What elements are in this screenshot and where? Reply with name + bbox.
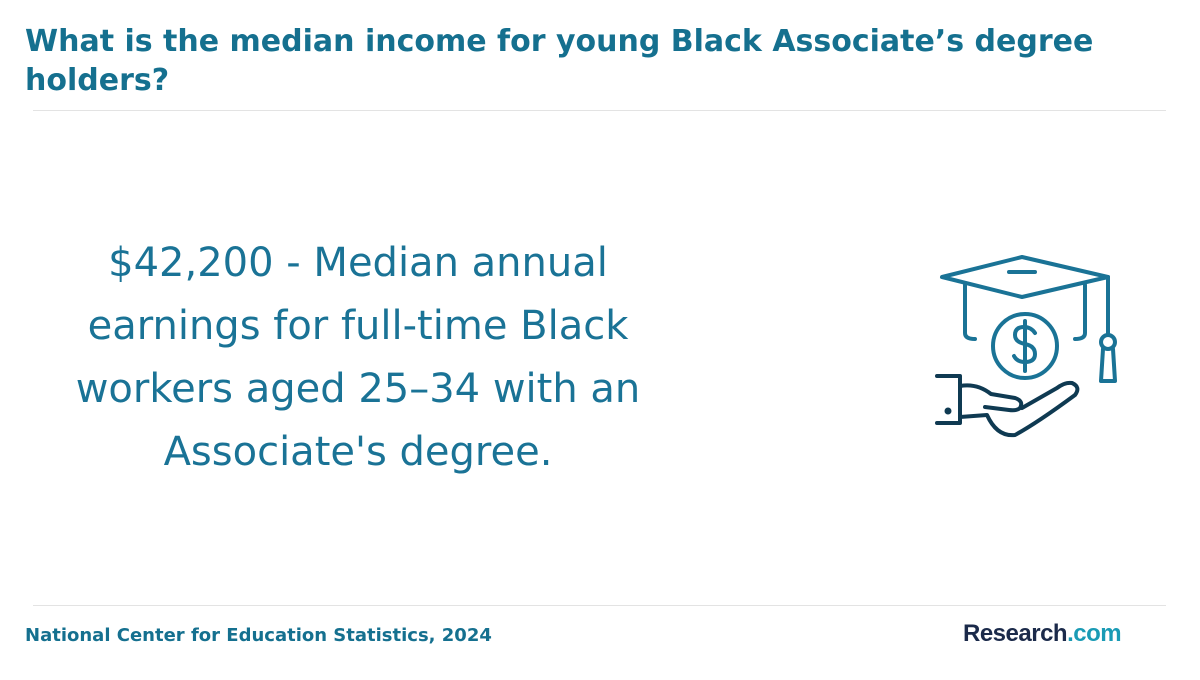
- divider: [33, 605, 1166, 606]
- logo-suffix: .com: [1067, 620, 1122, 647]
- logo[interactable]: Research.com: [963, 620, 1122, 648]
- icon: [935, 255, 1117, 438]
- statement: $42,200 - Median annual earnings for ful…: [75, 240, 641, 475]
- logo-name: Research: [963, 620, 1068, 647]
- title: What is the median income for young Blac…: [25, 24, 1094, 98]
- source: National Center for Education Statistics…: [25, 625, 492, 646]
- divider: [33, 110, 1166, 111]
